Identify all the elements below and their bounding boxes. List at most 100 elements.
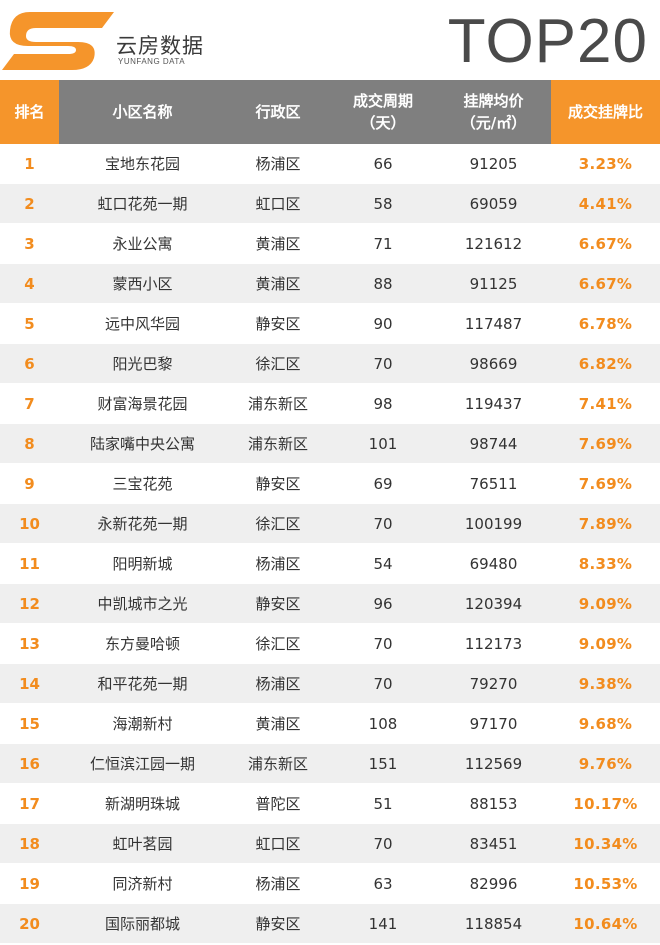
rank-cell: 9 xyxy=(0,463,59,504)
listing-price-cell: 79270 xyxy=(436,663,551,704)
listing-price-cell: 112569 xyxy=(436,743,551,784)
district-cell: 杨浦区 xyxy=(226,663,330,704)
deal-listing-ratio-cell: 10.64% xyxy=(551,903,660,944)
table-row: 13 东方曼哈顿 徐汇区 70 112173 9.09% xyxy=(0,623,660,664)
listing-price-cell: 69480 xyxy=(436,543,551,584)
rank-cell: 3 xyxy=(0,223,59,264)
deal-listing-ratio-cell: 9.76% xyxy=(551,743,660,784)
district-cell: 徐汇区 xyxy=(226,623,330,664)
deal-listing-ratio-cell: 10.34% xyxy=(551,823,660,864)
community-name-cell: 虹叶茗园 xyxy=(59,823,226,864)
rank-cell: 13 xyxy=(0,623,59,664)
deal-cycle-cell: 90 xyxy=(330,303,436,344)
district-cell: 黄浦区 xyxy=(226,223,330,264)
table-row: 11 阳明新城 杨浦区 54 69480 8.33% xyxy=(0,543,660,584)
community-name-cell: 国际丽都城 xyxy=(59,903,226,944)
listing-price-cell: 120394 xyxy=(436,583,551,624)
community-name-cell: 和平花苑一期 xyxy=(59,663,226,704)
brand-name: 云房数据 xyxy=(116,34,204,58)
deal-listing-ratio-cell: 7.41% xyxy=(551,383,660,424)
community-name-cell: 财富海景花园 xyxy=(59,383,226,424)
table-row: 19 同济新村 杨浦区 63 82996 10.53% xyxy=(0,863,660,904)
table-row: 5 远中风华园 静安区 90 117487 6.78% xyxy=(0,303,660,344)
deal-cycle-cell: 71 xyxy=(330,223,436,264)
table-header-row: 排名 小区名称 行政区 成交周期 （天） 挂牌均价 （元/㎡） 成交挂牌比 xyxy=(0,80,660,144)
rank-cell: 18 xyxy=(0,823,59,864)
rank-cell: 15 xyxy=(0,703,59,744)
deal-cycle-cell: 151 xyxy=(330,743,436,784)
deal-cycle-cell: 141 xyxy=(330,903,436,944)
rank-cell: 7 xyxy=(0,383,59,424)
rank-cell: 19 xyxy=(0,863,59,904)
header-price-line2: （元/㎡） xyxy=(460,114,527,132)
deal-cycle-cell: 66 xyxy=(330,144,436,184)
deal-listing-ratio-cell: 3.23% xyxy=(551,144,660,184)
deal-listing-ratio-cell: 7.89% xyxy=(551,503,660,544)
rank-cell: 14 xyxy=(0,663,59,704)
community-name-cell: 陆家嘴中央公寓 xyxy=(59,423,226,464)
deal-cycle-cell: 70 xyxy=(330,343,436,384)
deal-cycle-cell: 70 xyxy=(330,503,436,544)
district-cell: 虹口区 xyxy=(226,183,330,224)
community-name-cell: 中凯城市之光 xyxy=(59,583,226,624)
district-cell: 静安区 xyxy=(226,903,330,944)
district-cell: 浦东新区 xyxy=(226,423,330,464)
deal-cycle-cell: 69 xyxy=(330,463,436,504)
deal-listing-ratio-cell: 9.68% xyxy=(551,703,660,744)
community-name-cell: 仁恒滨江园一期 xyxy=(59,743,226,784)
district-cell: 浦东新区 xyxy=(226,383,330,424)
listing-price-cell: 69059 xyxy=(436,183,551,224)
community-name-cell: 同济新村 xyxy=(59,863,226,904)
district-cell: 杨浦区 xyxy=(226,144,330,184)
listing-price-cell: 117487 xyxy=(436,303,551,344)
deal-listing-ratio-cell: 6.67% xyxy=(551,223,660,264)
table-row: 18 虹叶茗园 虹口区 70 83451 10.34% xyxy=(0,823,660,864)
table-row: 2 虹口花苑一期 虹口区 58 69059 4.41% xyxy=(0,183,660,224)
deal-listing-ratio-cell: 10.17% xyxy=(551,783,660,824)
listing-price-cell: 83451 xyxy=(436,823,551,864)
listing-price-cell: 97170 xyxy=(436,703,551,744)
table-row: 15 海潮新村 黄浦区 108 97170 9.68% xyxy=(0,703,660,744)
community-name-cell: 远中风华园 xyxy=(59,303,226,344)
district-cell: 徐汇区 xyxy=(226,343,330,384)
header-rank: 排名 xyxy=(0,80,59,144)
listing-price-cell: 91125 xyxy=(436,263,551,304)
table-row: 12 中凯城市之光 静安区 96 120394 9.09% xyxy=(0,583,660,624)
district-cell: 静安区 xyxy=(226,463,330,504)
deal-cycle-cell: 54 xyxy=(330,543,436,584)
table-row: 8 陆家嘴中央公寓 浦东新区 101 98744 7.69% xyxy=(0,423,660,464)
page-title: TOP20 xyxy=(447,7,648,76)
deal-listing-ratio-cell: 6.78% xyxy=(551,303,660,344)
yunfang-logo-icon xyxy=(2,12,114,70)
table-row: 16 仁恒滨江园一期 浦东新区 151 112569 9.76% xyxy=(0,743,660,784)
listing-price-cell: 91205 xyxy=(436,144,551,184)
deal-listing-ratio-cell: 7.69% xyxy=(551,463,660,504)
table-row: 4 蒙西小区 黄浦区 88 91125 6.67% xyxy=(0,263,660,304)
listing-price-cell: 100199 xyxy=(436,503,551,544)
listing-price-cell: 82996 xyxy=(436,863,551,904)
rank-cell: 10 xyxy=(0,503,59,544)
listing-price-cell: 76511 xyxy=(436,463,551,504)
listing-price-cell: 121612 xyxy=(436,223,551,264)
rank-cell: 1 xyxy=(0,144,59,184)
table-row: 20 国际丽都城 静安区 141 118854 10.64% xyxy=(0,903,660,944)
district-cell: 杨浦区 xyxy=(226,863,330,904)
deal-cycle-cell: 58 xyxy=(330,183,436,224)
table-row: 14 和平花苑一期 杨浦区 70 79270 9.38% xyxy=(0,663,660,704)
header-name: 小区名称 xyxy=(59,80,226,144)
deal-listing-ratio-cell: 6.82% xyxy=(551,343,660,384)
table-row: 9 三宝花苑 静安区 69 76511 7.69% xyxy=(0,463,660,504)
rank-cell: 16 xyxy=(0,743,59,784)
community-name-cell: 阳光巴黎 xyxy=(59,343,226,384)
community-name-cell: 三宝花苑 xyxy=(59,463,226,504)
deal-cycle-cell: 63 xyxy=(330,863,436,904)
deal-cycle-cell: 70 xyxy=(330,623,436,664)
community-name-cell: 永业公寓 xyxy=(59,223,226,264)
community-name-cell: 新湖明珠城 xyxy=(59,783,226,824)
deal-listing-ratio-cell: 6.67% xyxy=(551,263,660,304)
page-header: 云房数据 YUNFANG DATA TOP20 xyxy=(0,0,660,80)
deal-listing-ratio-cell: 7.69% xyxy=(551,423,660,464)
deal-listing-ratio-cell: 10.53% xyxy=(551,863,660,904)
district-cell: 普陀区 xyxy=(226,783,330,824)
